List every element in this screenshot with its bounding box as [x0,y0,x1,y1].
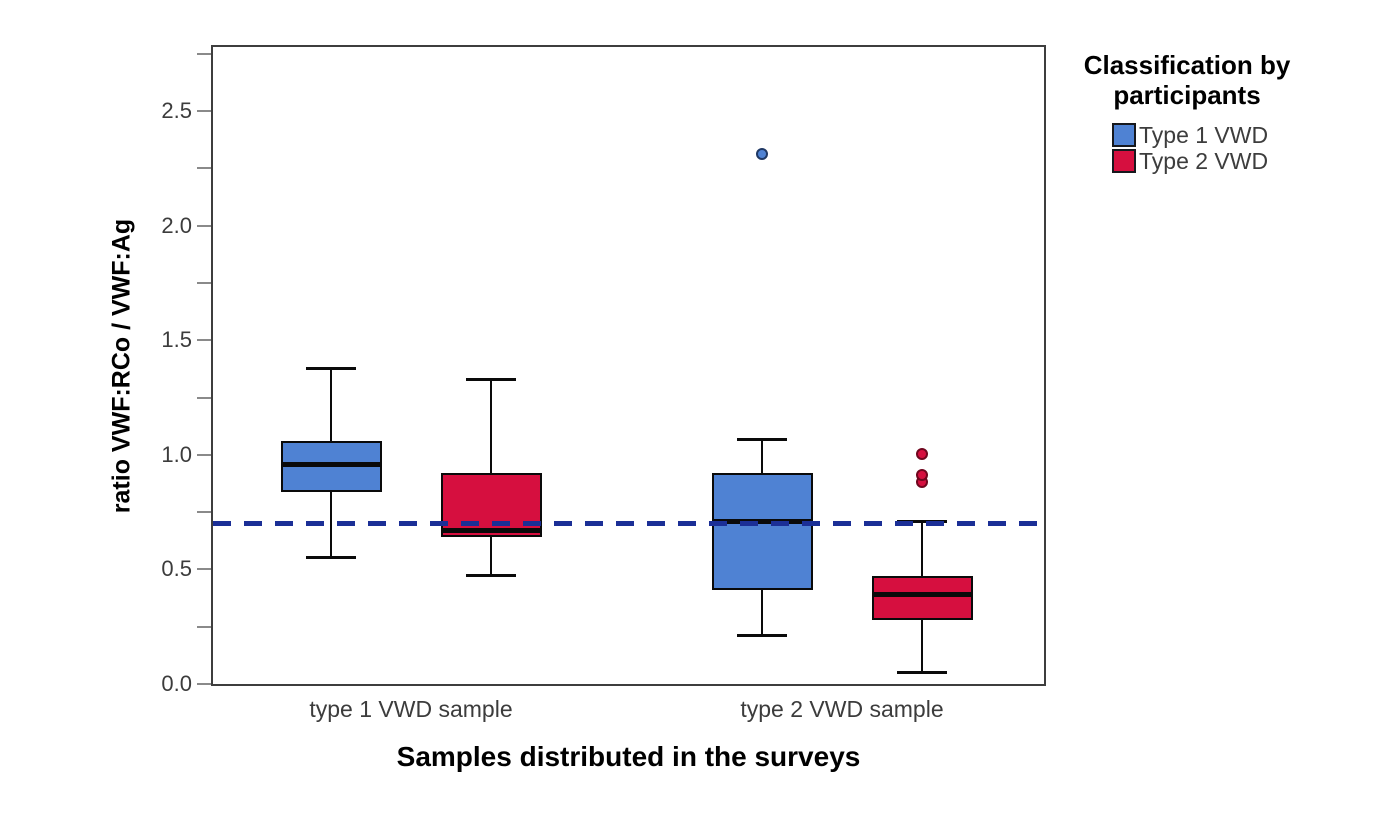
legend-label-type1-vwd: Type 1 VWD [1139,121,1269,148]
y-minor-tick [197,625,211,628]
iqr-box [711,473,813,591]
legend-entry-type1-vwd: Type 1 VWD [1112,122,1337,148]
lower-whisker-cap [306,555,356,559]
y-major-tick [197,453,211,456]
iqr-box [440,473,542,538]
outlier-point [755,148,768,161]
plot-area [211,45,1046,686]
upper-whisker-line [329,367,333,442]
upper-whisker-line [489,379,493,474]
y-axis-title: ratio VWF:RCo / VWF:Ag [107,218,136,514]
lower-whisker-cap [897,670,947,674]
lower-whisker-cap [466,574,516,578]
legend-entry-type2-vwd: Type 2 VWD [1112,148,1337,174]
y-minor-tick [197,52,211,55]
y-major-tick [197,683,211,685]
lower-whisker-line [760,590,764,636]
lower-whisker-line [920,619,924,673]
iqr-box [871,576,973,620]
median-line [440,527,542,533]
y-major-tick [197,110,211,113]
legend-entries: Type 1 VWD Type 2 VWD [1057,122,1337,174]
x-tick-label-type2-sample: type 2 VWD sample [740,696,944,722]
y-minor-tick [197,167,211,170]
x-tick-label-type1-sample: type 1 VWD sample [309,696,513,722]
y-tick-label: 2.5 [161,98,192,124]
lower-whisker-line [489,537,493,577]
legend: Classification by participants Type 1 VW… [1057,50,1337,174]
y-minor-tick [197,396,211,399]
y-minor-tick [197,511,211,514]
reference-line [213,521,1044,527]
legend-title: Classification by participants [1083,50,1291,110]
median-line [871,592,973,598]
y-minor-tick [197,282,211,284]
type1-vwd-swatch [1112,123,1136,147]
median-line [280,461,382,467]
y-major-tick [197,568,211,571]
type2-vwd-swatch [1112,149,1136,173]
y-major-tick [197,339,211,342]
x-axis-title: Samples distributed in the surveys [396,741,861,772]
legend-label-type2-vwd: Type 2 VWD [1139,147,1269,174]
outlier-point [915,448,928,461]
y-major-tick [197,224,211,227]
y-tick-label: 0.0 [161,671,192,696]
upper-whisker-line [920,521,924,577]
outlier-point [915,468,928,481]
upper-whisker-line [760,438,764,474]
upper-whisker-cap [466,378,516,382]
y-tick-label: 0.5 [161,556,192,582]
upper-whisker-cap [737,437,787,441]
upper-whisker-cap [306,366,356,370]
lower-whisker-cap [737,633,787,637]
